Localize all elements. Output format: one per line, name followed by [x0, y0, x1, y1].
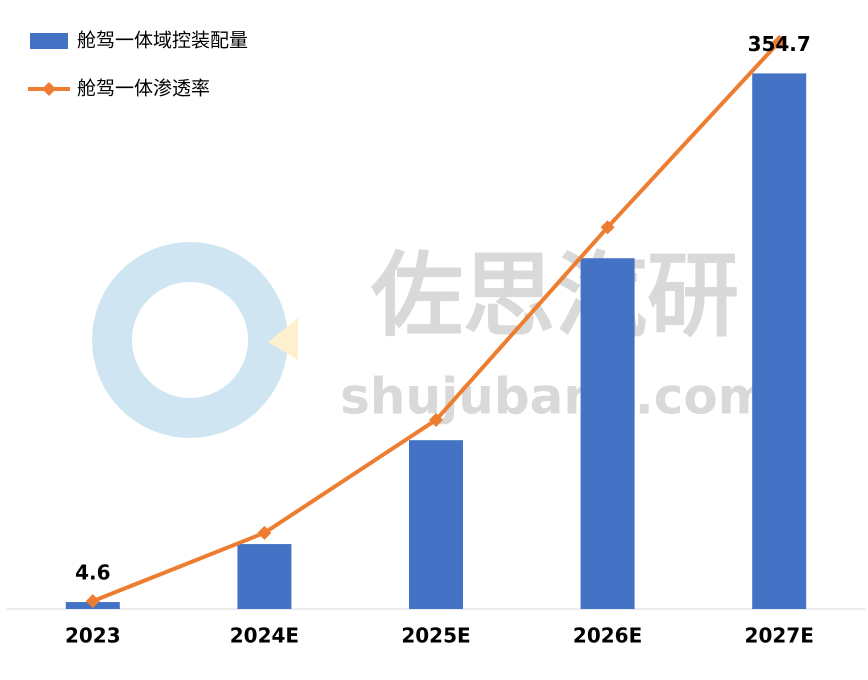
line-marker	[429, 412, 443, 427]
legend-label: 舱驾一体域控装配量	[77, 30, 248, 52]
bar	[752, 73, 807, 609]
bar	[580, 258, 635, 609]
watermark-text: 佐思汽研	[370, 242, 739, 349]
watermark-logo	[92, 242, 288, 438]
watermark-logo	[268, 318, 298, 360]
x-tick-label: 2027E	[745, 624, 814, 648]
data-label: 4.6	[75, 561, 110, 585]
x-tick-label: 2025E	[401, 624, 470, 648]
line-marker	[85, 594, 100, 609]
line-marker	[772, 34, 787, 49]
data-label: 354.7	[748, 32, 811, 56]
line-marker	[600, 220, 615, 235]
x-tick-label: 2024E	[230, 624, 299, 648]
watermark-url: shujubang.com	[340, 368, 770, 426]
line-marker	[257, 525, 272, 540]
watermark: 佐思汽研 shujubang.com	[92, 242, 770, 438]
legend-swatch	[42, 82, 56, 96]
bar	[409, 440, 463, 609]
legend-swatch	[30, 33, 68, 49]
bar	[237, 544, 292, 609]
x-tick-label: 2023	[65, 624, 121, 648]
x-tick-label: 2026E	[573, 624, 642, 648]
legend-label: 舱驾一体渗透率	[77, 78, 210, 100]
